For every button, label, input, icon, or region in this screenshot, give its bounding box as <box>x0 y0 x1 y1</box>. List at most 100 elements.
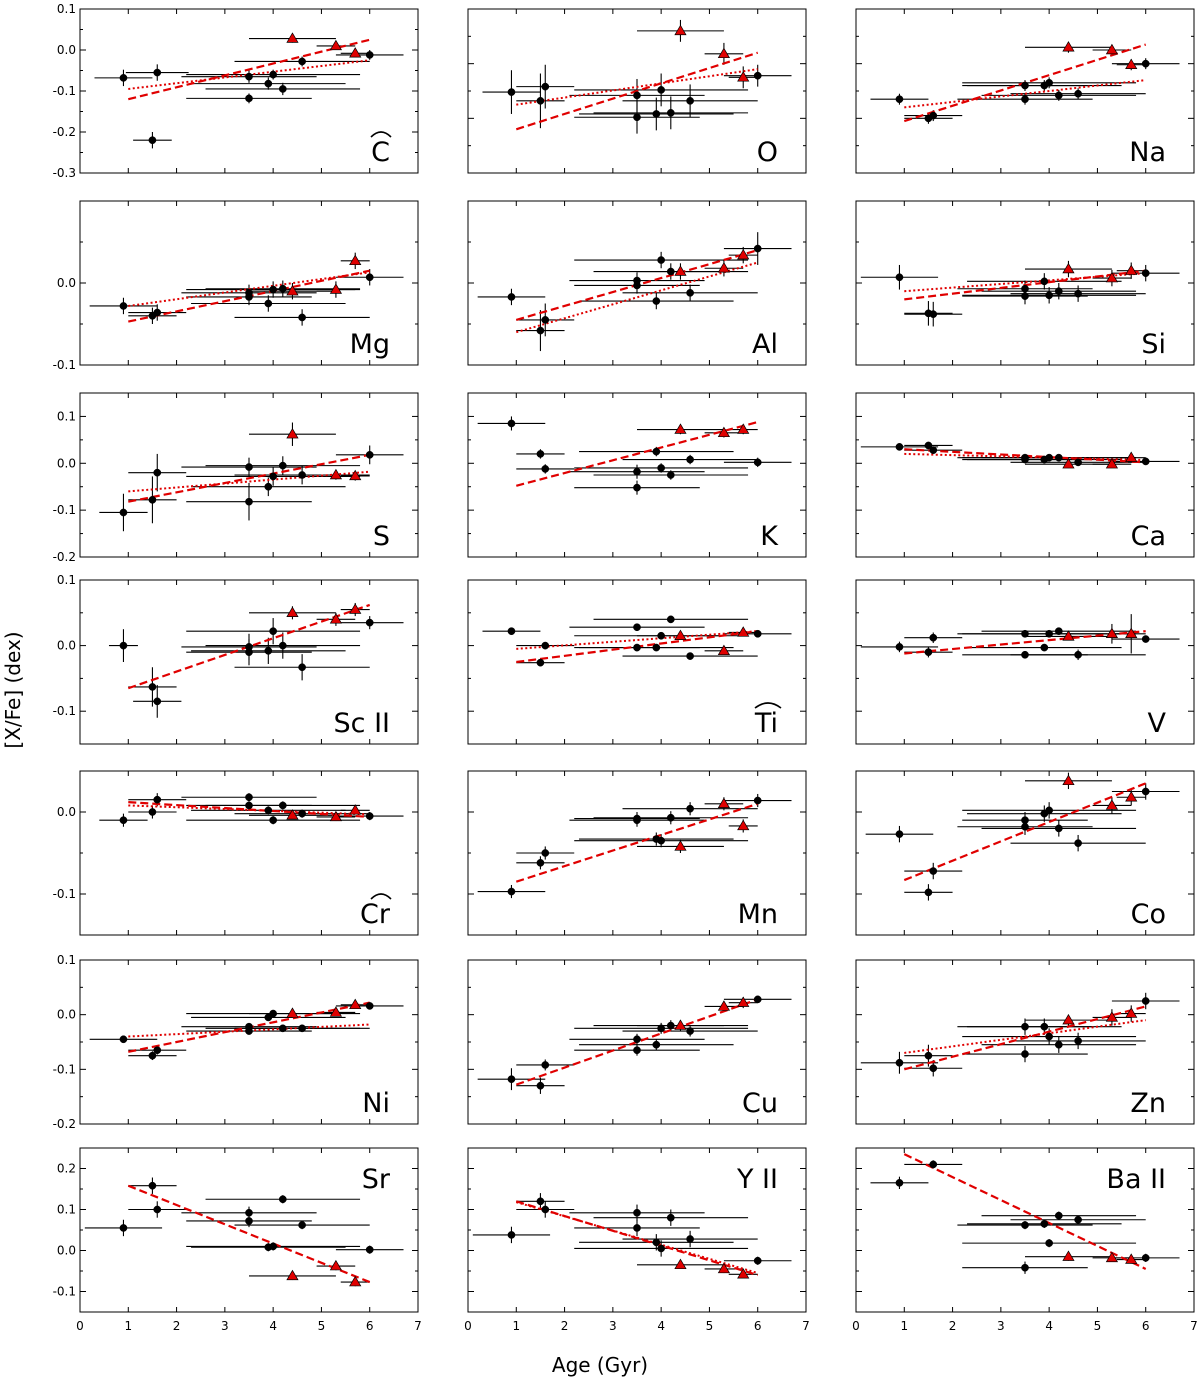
fit-line-dashed <box>903 1153 1147 1270</box>
data-point-circle <box>657 86 665 94</box>
data-point-circle <box>148 495 157 504</box>
data-point-circle <box>1021 95 1029 104</box>
data-point-circle <box>1074 839 1082 848</box>
x-tick-label: 7 <box>1190 1319 1198 1333</box>
data-point-circle <box>245 793 253 802</box>
x-tick-label: 2 <box>949 1319 957 1333</box>
data-point-triangle <box>717 797 731 809</box>
x-tick-label: 7 <box>802 1319 810 1333</box>
element-label: Sr <box>362 1164 391 1195</box>
data-point-circle <box>657 256 665 264</box>
data-point-circle <box>895 830 904 838</box>
y-tick-label: 0.1 <box>57 573 76 587</box>
data-point-circle <box>657 631 665 640</box>
data-point-circle <box>753 995 762 1004</box>
x-tick-label: 7 <box>414 1319 422 1333</box>
data-point-circle <box>541 465 550 473</box>
fit-line-dashed <box>904 1005 1146 1071</box>
data-point-circle <box>1021 455 1029 464</box>
x-tick-label: 3 <box>221 1319 229 1333</box>
data-point-triangle <box>286 1269 299 1281</box>
data-point-triangle <box>349 1275 362 1287</box>
data-point-circle <box>633 113 641 122</box>
data-point-circle <box>633 643 641 652</box>
y-tick-label: -0.1 <box>53 358 76 372</box>
data-point-circle <box>1021 629 1029 638</box>
data-point-circle <box>119 508 128 517</box>
data-point-circle <box>753 1256 762 1265</box>
element-label: Ti <box>754 708 778 739</box>
panel-cr: 0.0 -0.1 Cr <box>53 770 419 936</box>
data-point-circle <box>1054 453 1063 462</box>
data-point-circle <box>278 85 287 93</box>
data-point-circle <box>929 1160 938 1169</box>
y-tick-label: 0.0 <box>57 1008 76 1022</box>
data-point-triangle <box>329 468 343 480</box>
data-point-circle <box>536 1197 545 1206</box>
y-tick-label: -0.1 <box>53 503 76 517</box>
data-point-circle <box>652 447 661 456</box>
data-point-circle <box>1074 650 1082 659</box>
data-point-circle <box>245 463 253 471</box>
y-tick-label: 0.1 <box>57 1203 76 1217</box>
data-point-circle <box>245 1027 253 1035</box>
data-point-triangle <box>1105 458 1119 469</box>
data-point-circle <box>753 244 762 253</box>
data-point-triangle <box>717 644 731 656</box>
y-tick-label: 0.0 <box>57 43 76 57</box>
data-point-triangle <box>737 423 750 434</box>
data-point-circle <box>298 663 306 672</box>
element-label: Co <box>1131 899 1166 930</box>
data-point-circle <box>536 96 545 105</box>
data-point-circle <box>633 281 641 290</box>
data-point-circle <box>507 88 516 96</box>
data-point-circle <box>245 497 253 506</box>
data-point-circle <box>269 472 277 481</box>
data-point-circle <box>686 96 694 105</box>
data-point-circle <box>924 648 933 657</box>
data-point-circle <box>365 1002 374 1010</box>
data-point-circle <box>507 419 516 428</box>
fit-line-dashed <box>516 420 758 487</box>
data-point-triangle <box>717 1262 731 1274</box>
panel-sc-ii: 0.1 0.0 -0.1 Sc II <box>53 573 419 745</box>
data-point-circle <box>1040 277 1049 286</box>
data-point-circle <box>264 806 273 815</box>
data-point-triangle <box>1125 1253 1138 1264</box>
data-point-triangle <box>1125 58 1138 69</box>
data-point-circle <box>924 1051 933 1060</box>
data-point-circle <box>1074 289 1082 298</box>
data-point-circle <box>148 1181 157 1190</box>
x-axis-label: Age (Gyr) <box>552 1353 648 1377</box>
data-point-circle <box>269 816 277 825</box>
data-point-circle <box>148 136 157 145</box>
data-point-circle <box>666 471 675 479</box>
x-tick-label: 2 <box>173 1319 181 1333</box>
data-point-triangle <box>349 804 362 815</box>
fit-line-dashed <box>515 998 759 1086</box>
panel-na: Na <box>855 8 1195 174</box>
data-point-circle <box>1045 629 1053 638</box>
panel-v: V <box>855 579 1195 745</box>
data-point-circle <box>153 1205 162 1214</box>
element-label: V <box>1148 708 1167 739</box>
data-point-circle <box>1021 1022 1029 1031</box>
y-tick-label: 0.0 <box>57 639 76 653</box>
data-point-triangle <box>349 998 362 1010</box>
data-point-triangle <box>717 47 731 59</box>
fit-line-dashed <box>515 1200 759 1277</box>
fit-line-dashed <box>127 1184 371 1284</box>
data-point-circle <box>652 1040 661 1049</box>
data-point-circle <box>633 483 641 492</box>
data-point-circle <box>365 618 374 627</box>
element-label: Na <box>1129 137 1166 168</box>
hat-accent-icon <box>370 131 392 138</box>
data-point-circle <box>686 804 694 813</box>
data-point-triangle <box>737 819 750 831</box>
data-point-circle <box>264 482 273 491</box>
data-point-circle <box>1021 284 1029 293</box>
data-point-circle <box>1054 1040 1063 1049</box>
data-point-circle <box>541 316 550 324</box>
data-point-triangle <box>1105 799 1119 810</box>
data-point-circle <box>536 450 545 458</box>
